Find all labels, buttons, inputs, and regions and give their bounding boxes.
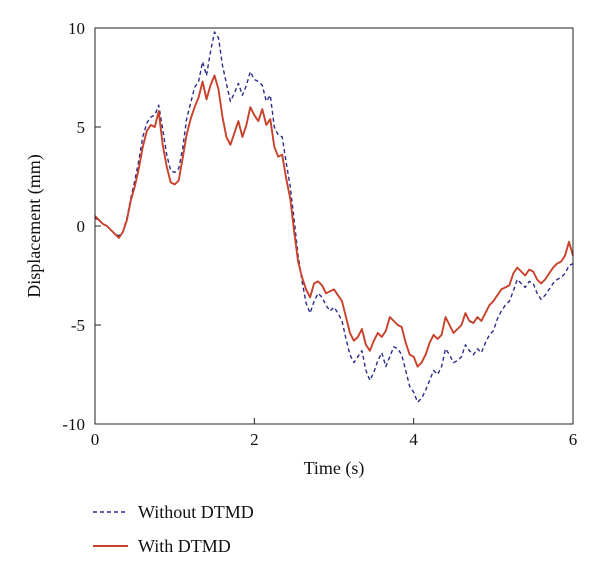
axis-tick-labels: 0 2 4 6 10 5 0 -5 -10	[62, 19, 577, 449]
legend-label-with-dtmd: With DTMD	[138, 536, 231, 556]
y-tick-label: 5	[77, 118, 86, 137]
plot-area-frame	[94, 27, 574, 425]
y-tick-label: 10	[68, 19, 85, 38]
x-tick-label: 4	[409, 430, 418, 449]
x-tick-label: 6	[569, 430, 578, 449]
y-tick-label: 0	[77, 217, 86, 236]
y-axis-label: Displacement (mm)	[24, 154, 45, 297]
x-axis-label: Time (s)	[304, 458, 365, 479]
series-line-with-dtmd	[94, 74, 574, 368]
series-line-without-dtmd	[94, 31, 574, 403]
y-tick-label: -10	[62, 415, 85, 434]
y-tick-label: -5	[71, 316, 85, 335]
axis-ticks	[94, 27, 574, 425]
legend: Without DTMD With DTMD	[93, 502, 254, 556]
x-tick-label: 0	[91, 430, 100, 449]
x-tick-label: 2	[250, 430, 259, 449]
plot-lines	[94, 31, 574, 403]
legend-label-without-dtmd: Without DTMD	[138, 502, 254, 522]
